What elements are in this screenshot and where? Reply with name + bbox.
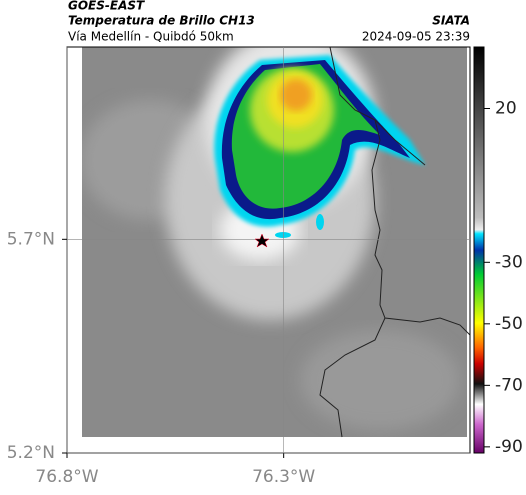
colorbar xyxy=(473,46,485,454)
colorbar-tick-label: 20 xyxy=(495,99,517,119)
y-tick-label: 5.2°N xyxy=(7,443,55,463)
colorbar-tick-label: -30 xyxy=(495,252,523,272)
y-tick-label: 5.7°N xyxy=(7,229,55,249)
colorbar-tick-label: -70 xyxy=(495,375,523,395)
colorbar-tick-label: -90 xyxy=(495,437,523,457)
location-marker xyxy=(254,233,270,248)
borders xyxy=(319,46,471,438)
nodata-band xyxy=(67,437,470,453)
x-tick-label: 76.8°W xyxy=(35,467,98,487)
header: GOES-EAST Temperatura de Brillo CH13 Vía… xyxy=(68,0,470,44)
x-tick-label: 76.3°W xyxy=(252,467,315,487)
route: Vía Medellín - Quibdó 50km xyxy=(68,30,234,44)
title: GOES-EAST xyxy=(68,0,145,13)
satellite-image xyxy=(82,47,467,437)
subtitle: Temperatura de Brillo CH13 xyxy=(68,14,255,28)
source: SIATA xyxy=(432,14,470,28)
colorbar-tick-label: -50 xyxy=(495,314,523,334)
axes: 76.8°W 76.3°W 5.7°N 5.2°N 20 -30 -50 -70 -90 xyxy=(7,47,523,487)
datetime: 2024-09-05 23:39 xyxy=(362,30,470,44)
